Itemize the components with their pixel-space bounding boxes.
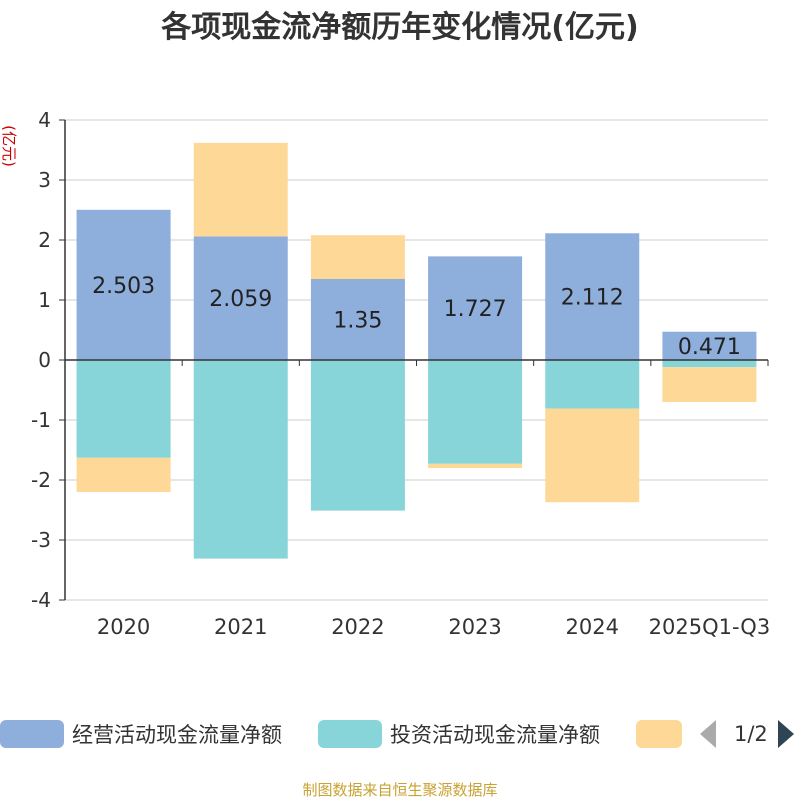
- source-note: 制图数据来自恒生聚源数据库: [302, 781, 498, 799]
- pager-next-arrow-icon[interactable]: [777, 720, 794, 748]
- x-tick-label: 2020: [97, 615, 150, 639]
- legend: 经营活动现金流量净额 投资活动现金流量净额 1/2: [0, 716, 800, 752]
- x-tick-label: 2022: [331, 615, 384, 639]
- y-tick-label: -2: [31, 468, 51, 492]
- x-tick-label: 2023: [448, 615, 501, 639]
- bar-third: [662, 367, 757, 402]
- bar-operating: [545, 233, 640, 360]
- y-tick-label: 2: [38, 228, 51, 252]
- data-label: 1.35: [333, 309, 382, 334]
- bar-operating: [428, 256, 523, 360]
- y-tick-label: 4: [38, 108, 51, 132]
- bar-third: [76, 457, 171, 492]
- chart-title: 各项现金流净额历年变化情况(亿元): [161, 10, 639, 45]
- stacked-bar-chart: -4 -3 -2 -1 0 1 2 3 4 (亿元) 2.503 2.059 1.35 1.727 2.11…: [0, 108, 771, 639]
- legend-swatch-third: [636, 720, 682, 748]
- y-tick-label: 3: [38, 168, 51, 192]
- legend-swatch-operating: [0, 720, 64, 748]
- pager-text: 1/2: [734, 722, 768, 746]
- bar-investing: [310, 360, 405, 511]
- bar-investing: [545, 360, 640, 409]
- y-axis-unit-label: (亿元): [0, 125, 18, 167]
- y-tick-label: 1: [38, 288, 51, 312]
- bar-third: [310, 235, 405, 279]
- x-tick-label: 2025Q1-Q3: [649, 615, 771, 639]
- y-tick-label: -3: [31, 528, 51, 552]
- bar-operating: [193, 236, 288, 360]
- bar-investing: [662, 360, 757, 368]
- legend-item-investing[interactable]: 投资活动现金流量净额: [318, 716, 600, 752]
- pager-prev-arrow-icon[interactable]: [700, 720, 716, 748]
- y-tick-label: -4: [31, 588, 51, 612]
- bar-investing: [76, 360, 171, 458]
- legend-item-operating[interactable]: 经营活动现金流量净额: [0, 716, 282, 752]
- data-label: 1.727: [444, 297, 507, 322]
- legend-pager: 1/2: [700, 716, 794, 752]
- legend-item-third[interactable]: [636, 716, 682, 752]
- bar-third: [428, 463, 523, 468]
- legend-label-operating: 经营活动现金流量净额: [72, 723, 282, 747]
- x-tick-label: 2021: [214, 615, 267, 639]
- legend-label-investing: 投资活动现金流量净额: [390, 723, 600, 747]
- legend-swatch-investing: [318, 720, 382, 748]
- data-label: 2.112: [561, 286, 624, 311]
- data-label: 2.059: [209, 287, 272, 312]
- bar-investing: [193, 360, 288, 559]
- x-tick-label: 2024: [566, 615, 619, 639]
- bar-third: [193, 142, 288, 237]
- bar-operating: [76, 209, 171, 360]
- data-label: 0.471: [678, 335, 741, 360]
- y-tick-label: 0: [38, 348, 51, 372]
- data-label: 2.503: [92, 274, 155, 299]
- bar-operating: [662, 331, 757, 360]
- bar-third: [545, 408, 640, 503]
- bar-investing: [428, 360, 523, 464]
- y-tick-label: -1: [31, 408, 51, 432]
- bar-operating: [310, 279, 405, 360]
